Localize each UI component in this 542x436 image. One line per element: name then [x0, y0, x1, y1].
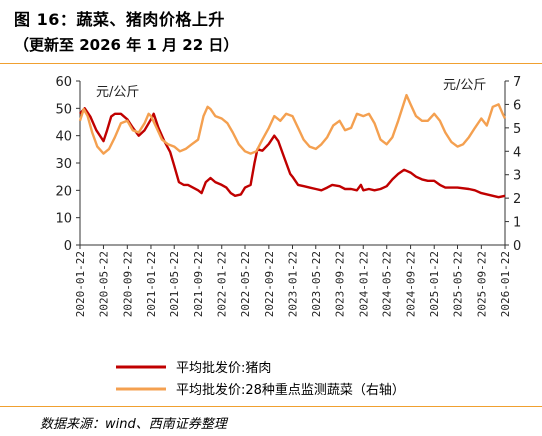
left-tick-label: 10 [55, 212, 72, 227]
right-tick-label: 1 [513, 216, 521, 231]
top-divider [0, 63, 542, 64]
bottom-divider [0, 406, 542, 407]
x-tick-label: 2024-01-22 [357, 251, 370, 317]
figure-title: 图 16：蔬菜、猪肉价格上升 [14, 10, 225, 29]
x-tick-label: 2024-09-22 [405, 251, 418, 317]
figure-subtitle: （更新至 2026 年 1 月 22 日） [14, 36, 239, 54]
x-tick-label: 2022-09-22 [263, 251, 276, 317]
x-tick-label: 2023-09-22 [334, 251, 347, 317]
chart-series [78, 93, 507, 199]
x-tick-label: 2025-01-22 [428, 251, 441, 317]
left-tick-label: 0 [64, 239, 72, 254]
x-tick-label: 2024-05-22 [381, 251, 394, 317]
chart-axes: 0 10 20 30 40 50 60 0 1 2 3 4 5 6 7 元/公斤 元/公斤 2020-01-22 2… [55, 75, 521, 317]
x-tick-label: 2020-01-22 [74, 251, 87, 317]
x-tick-label: 2025-05-22 [451, 251, 464, 317]
x-tick-label: 2022-05-22 [239, 251, 252, 317]
right-tick-label: 3 [513, 169, 521, 184]
right-tick-label: 5 [513, 122, 521, 137]
chart-svg: 0 10 20 30 40 50 60 0 1 2 3 4 5 6 7 元/公斤 元/公斤 2020-01-22 2… [55, 75, 521, 398]
x-tick-label: 2021-01-22 [145, 251, 158, 317]
right-axis-unit: 元/公斤 [443, 78, 486, 93]
pork-price-line [79, 107, 506, 199]
left-tick-label: 30 [55, 157, 72, 172]
right-tick-label: 7 [513, 75, 521, 90]
x-tick-label: 2021-05-22 [168, 251, 181, 317]
x-tick-label: 2023-05-22 [310, 251, 323, 317]
left-axis-unit: 元/公斤 [96, 85, 139, 100]
legend-label-pork: 平均批发价:猪肉 [176, 360, 271, 376]
x-tick-label: 2026-01-22 [499, 251, 512, 317]
x-tick-label: 2025-09-22 [475, 251, 488, 317]
right-tick-label: 6 [513, 98, 521, 113]
right-tick-label: 2 [513, 192, 521, 207]
x-tick-label: 2023-01-22 [287, 251, 300, 317]
source-note: 数据来源：wind、西南证券整理 [40, 417, 227, 432]
left-tick-label: 60 [55, 75, 72, 90]
x-tick-label: 2020-05-22 [97, 251, 110, 317]
right-tick-label: 0 [513, 239, 521, 254]
x-tick-label: 2022-01-22 [216, 251, 229, 317]
legend-label-vegetable: 平均批发价:28种重点监测蔬菜（右轴） [176, 382, 405, 398]
right-tick-label: 4 [513, 145, 521, 160]
vegetable-price-line [78, 93, 507, 155]
x-tick-label: 2020-09-22 [121, 251, 134, 317]
left-tick-label: 40 [55, 130, 72, 145]
left-tick-label: 50 [55, 102, 72, 117]
x-tick-label: 2021-09-22 [192, 251, 205, 317]
left-tick-label: 20 [55, 184, 72, 199]
